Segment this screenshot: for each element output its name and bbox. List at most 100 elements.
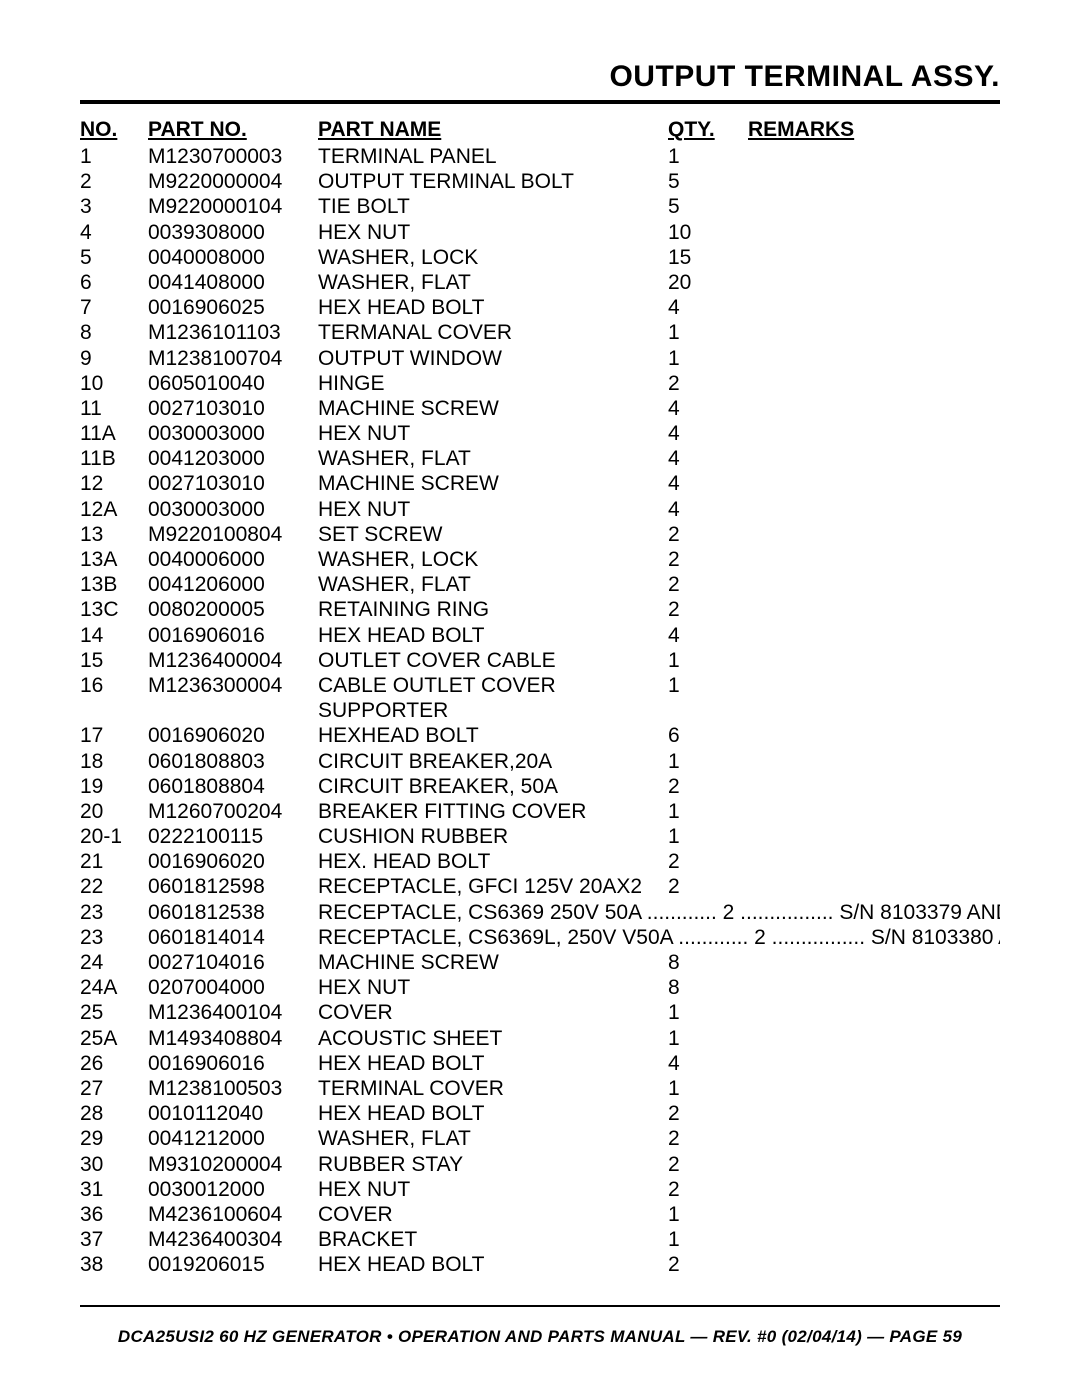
table-row: 240027104016MACHINE SCREW8	[80, 950, 1000, 975]
cell-partno: M1493408804	[148, 1026, 318, 1051]
table-row: 13B0041206000WASHER, FLAT2	[80, 572, 1000, 597]
cell-name: CIRCUIT BREAKER, 50A	[318, 774, 668, 799]
cell-remarks	[748, 446, 1000, 471]
cell-remarks	[748, 346, 1000, 371]
table-row: 50040008000WASHER, LOCK15	[80, 245, 1000, 270]
cell-qty: 4	[668, 421, 748, 446]
cell-no: 15	[80, 648, 148, 673]
table-row: 36M4236100604COVER1	[80, 1202, 1000, 1227]
table-row: 16M1236300004CABLE OUTLET COVER SUPPORTE…	[80, 673, 1000, 723]
cell-no: 7	[80, 295, 148, 320]
cell-partno: 0019206015	[148, 1252, 318, 1277]
cell-remarks	[748, 774, 1000, 799]
cell-qty: 2	[668, 1177, 748, 1202]
cell-partno: M9310200004	[148, 1152, 318, 1177]
cell-qty: 8	[668, 975, 748, 1000]
table-row: 24A0207004000HEX NUT8	[80, 975, 1000, 1000]
cell-no: 24A	[80, 975, 148, 1000]
cell-remarks	[748, 849, 1000, 874]
cell-remarks	[748, 270, 1000, 295]
cell-remarks	[748, 1227, 1000, 1252]
cell-qty: 2	[668, 1152, 748, 1177]
cell-remarks	[748, 471, 1000, 496]
cell-no: 13	[80, 522, 148, 547]
table-row: 170016906020HEXHEAD BOLT6	[80, 723, 1000, 748]
cell-name: RETAINING RING	[318, 597, 668, 622]
cell-name: WASHER, FLAT	[318, 572, 668, 597]
table-row: 8M1236101103TERMANAL COVER1	[80, 320, 1000, 345]
cell-name: WASHER, LOCK	[318, 547, 668, 572]
header-remarks: REMARKS	[748, 118, 1000, 142]
cell-name: HINGE	[318, 371, 668, 396]
table-row: 310030012000HEX NUT2	[80, 1177, 1000, 1202]
page-title: OUTPUT TERMINAL ASSY.	[80, 60, 1000, 104]
cell-name: TERMINAL PANEL	[318, 144, 668, 169]
footer-text: DCA25USI2 60 HZ GENERATOR • OPERATION AN…	[0, 1327, 1080, 1347]
header-no: NO.	[80, 118, 148, 142]
cell-partno: M1238100704	[148, 346, 318, 371]
cell-name: RUBBER STAY	[318, 1152, 668, 1177]
table-row: 25AM1493408804ACOUSTIC SHEET1	[80, 1026, 1000, 1051]
cell-name: HEX. HEAD BOLT	[318, 849, 668, 874]
cell-remarks	[748, 597, 1000, 622]
cell-remarks	[748, 623, 1000, 648]
cell-remarks	[748, 975, 1000, 1000]
table-row: 110027103010MACHINE SCREW4	[80, 396, 1000, 421]
cell-partno: 0027104016	[148, 950, 318, 975]
cell-partno: M1238100503	[148, 1076, 318, 1101]
cell-name: MACHINE SCREW	[318, 471, 668, 496]
cell-qty: 2	[668, 1252, 748, 1277]
cell-qty: 1	[668, 799, 748, 824]
cell-qty: 2	[668, 522, 748, 547]
cell-qty: 1	[668, 144, 748, 169]
cell-no: 37	[80, 1227, 148, 1252]
cell-remarks	[748, 169, 1000, 194]
cell-partno: 0030012000	[148, 1177, 318, 1202]
footer-rule	[80, 1305, 1000, 1307]
cell-remarks	[748, 220, 1000, 245]
cell-qty: 15	[668, 245, 748, 270]
table-row: 290041212000WASHER, FLAT2	[80, 1126, 1000, 1151]
cell-qty: 1	[668, 1076, 748, 1101]
cell-qty: 1	[668, 648, 748, 673]
cell-name: HEX HEAD BOLT	[318, 1101, 668, 1126]
cell-qty: 4	[668, 295, 748, 320]
cell-name: WASHER, FLAT	[318, 270, 668, 295]
table-row: 37M4236400304BRACKET1	[80, 1227, 1000, 1252]
cell-qty: 4	[668, 446, 748, 471]
table-row: 140016906016HEX HEAD BOLT4	[80, 623, 1000, 648]
cell-remarks	[748, 723, 1000, 748]
table-row: 2M9220000004OUTPUT TERMINAL BOLT5	[80, 169, 1000, 194]
cell-partno: M1236400104	[148, 1000, 318, 1025]
cell-no: 14	[80, 623, 148, 648]
cell-partno: 0080200005	[148, 597, 318, 622]
cell-qty: 2	[668, 1126, 748, 1151]
cell-name: MACHINE SCREW	[318, 396, 668, 421]
cell-remarks	[748, 1177, 1000, 1202]
cell-remarks	[748, 371, 1000, 396]
cell-partno: 0027103010	[148, 396, 318, 421]
cell-partno: 0601808803	[148, 749, 318, 774]
cell-partno: 0222100115	[148, 824, 318, 849]
cell-remarks	[748, 1202, 1000, 1227]
table-row: 13C0080200005RETAINING RING2	[80, 597, 1000, 622]
table-row: 12A0030003000HEX NUT4	[80, 497, 1000, 522]
cell-partno: M1236300004	[148, 673, 318, 723]
cell-remarks	[748, 1051, 1000, 1076]
cell-partno: 0207004000	[148, 975, 318, 1000]
cell-no: 13B	[80, 572, 148, 597]
cell-no: 18	[80, 749, 148, 774]
cell-no: 20	[80, 799, 148, 824]
cell-name: HEX NUT	[318, 975, 668, 1000]
table-row: 11B0041203000WASHER, FLAT4	[80, 446, 1000, 471]
cell-no: 29	[80, 1126, 148, 1151]
cell-qty: 4	[668, 497, 748, 522]
table-row: 380019206015HEX HEAD BOLT2	[80, 1252, 1000, 1277]
cell-partno: 0039308000	[148, 220, 318, 245]
cell-name: SET SCREW	[318, 522, 668, 547]
cell-partno: 0027103010	[148, 471, 318, 496]
table-row: 11A0030003000HEX NUT4	[80, 421, 1000, 446]
cell-name: TERMANAL COVER	[318, 320, 668, 345]
table-row: 30M9310200004RUBBER STAY2	[80, 1152, 1000, 1177]
cell-name: COVER	[318, 1000, 668, 1025]
